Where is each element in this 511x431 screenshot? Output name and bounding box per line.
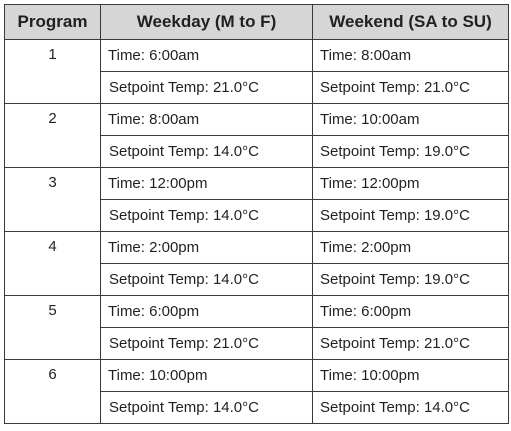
setpoint-cell: Setpoint Temp: 19.0°C	[312, 199, 509, 232]
time-cell: Time: 6:00pm	[312, 295, 509, 328]
program-cell: 6	[4, 359, 101, 424]
setpoint-cell: Setpoint Temp: 21.0°C	[312, 327, 509, 360]
table-row: 3 Time: 12:00pm Time: 12:00pm	[4, 167, 509, 232]
time-cell: Time: 6:00am	[100, 39, 313, 72]
table-row: 2 Time: 8:00am Time: 10:00am	[4, 103, 509, 168]
setpoint-cell: Setpoint Temp: 19.0°C	[312, 263, 509, 296]
time-cell: Time: 10:00pm	[100, 359, 313, 392]
table-row: 1 Time: 6:00am Time: 8:00am	[4, 39, 509, 104]
setpoint-cell: Setpoint Temp: 19.0°C	[312, 135, 509, 168]
table-row: Setpoint Temp: 14.0°C Setpoint Temp: 14.0…	[5, 391, 509, 424]
table-row: 4 Time: 2:00pm Time: 2:00pm	[4, 231, 509, 296]
setpoint-cell: Setpoint Temp: 14.0°C	[312, 391, 509, 424]
time-cell: Time: 10:00pm	[312, 359, 509, 392]
table-row: 5 Time: 6:00pm Time: 6:00pm	[4, 295, 509, 360]
header-cell: Weekend (SA to SU)	[312, 4, 509, 40]
time-cell: Time: 8:00am	[312, 39, 509, 72]
program-table: Program Weekday (M to F) Weekend (SA to …	[4, 4, 509, 424]
table-row: Setpoint Temp: 21.0°C Setpoint Temp: 21.0…	[5, 327, 509, 360]
time-cell: Time: 12:00pm	[100, 167, 313, 200]
table-body: 1 Time: 6:00am Time: 8:00am Setpoint Temp: …	[4, 39, 509, 424]
setpoint-cell: Setpoint Temp: 21.0°C	[100, 71, 313, 104]
time-cell: Time: 8:00am	[100, 103, 313, 136]
time-cell: Time: 12:00pm	[312, 167, 509, 200]
setpoint-cell: Setpoint Temp: 21.0°C	[100, 327, 313, 360]
time-cell: Time: 6:00pm	[100, 295, 313, 328]
program-cell: 3	[4, 167, 101, 232]
setpoint-cell: Setpoint Temp: 14.0°C	[100, 391, 313, 424]
program-cell: 2	[4, 103, 101, 168]
setpoint-cell: Setpoint Temp: 14.0°C	[100, 199, 313, 232]
setpoint-cell: Setpoint Temp: 21.0°C	[312, 71, 509, 104]
header-cell: Program	[4, 4, 101, 40]
table-row: Setpoint Temp: 14.0°C Setpoint Temp: 19.0…	[5, 135, 509, 168]
program-cell: 1	[4, 39, 101, 104]
table-row: Setpoint Temp: 14.0°C Setpoint Temp: 19.0…	[5, 263, 509, 296]
header-cell: Weekday (M to F)	[100, 4, 313, 40]
program-cell: 5	[4, 295, 101, 360]
time-cell: Time: 2:00pm	[100, 231, 313, 264]
program-cell: 4	[4, 231, 101, 296]
table-row: Setpoint Temp: 14.0°C Setpoint Temp: 19.0…	[5, 199, 509, 232]
time-cell: Time: 2:00pm	[312, 231, 509, 264]
setpoint-cell: Setpoint Temp: 14.0°C	[100, 263, 313, 296]
setpoint-cell: Setpoint Temp: 14.0°C	[100, 135, 313, 168]
table-row: 6 Time: 10:00pm Time: 10:00pm	[4, 359, 509, 424]
table-row: Setpoint Temp: 21.0°C Setpoint Temp: 21.0…	[5, 71, 509, 104]
time-cell: Time: 10:00am	[312, 103, 509, 136]
header-row: Program Weekday (M to F) Weekend (SA to …	[4, 4, 509, 40]
